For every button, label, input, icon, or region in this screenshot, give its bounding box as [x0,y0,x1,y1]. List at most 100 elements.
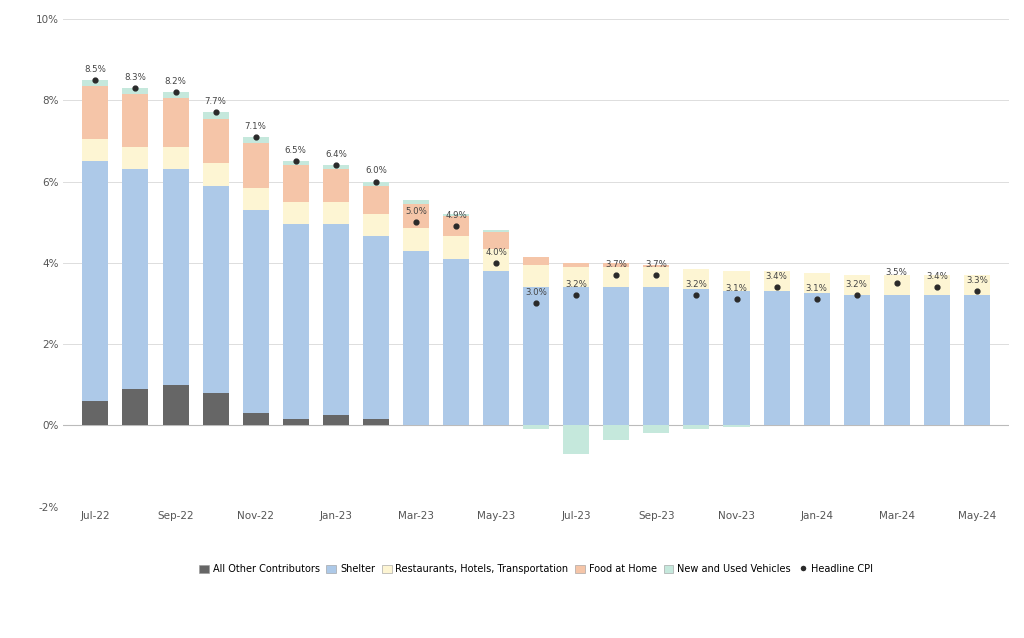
Bar [283,165,309,202]
Bar [243,413,268,426]
Point [648,270,665,280]
Bar [163,147,188,169]
Bar [283,161,309,165]
Bar [563,267,589,287]
Bar [203,163,228,186]
Bar [362,214,389,236]
Bar [523,265,549,287]
Bar [523,287,549,426]
Point [368,177,384,187]
Text: 3.2%: 3.2% [685,280,708,289]
Text: 3.2%: 3.2% [846,280,867,289]
Text: 5.0%: 5.0% [406,207,427,216]
Point [929,282,945,292]
Bar [483,271,509,426]
Bar [443,259,469,426]
Bar [603,263,630,267]
Bar [402,251,429,426]
Point [127,83,143,93]
Bar [603,426,630,440]
Bar [643,426,670,433]
Text: 6.4%: 6.4% [325,150,347,159]
Bar [924,295,950,426]
Text: 3.0%: 3.0% [525,288,547,297]
Point [969,286,985,296]
Bar [323,224,349,415]
Bar [243,137,268,143]
Bar [603,287,630,426]
Bar [964,295,990,426]
Bar [643,267,670,287]
Bar [643,287,670,426]
Text: 3.1%: 3.1% [726,285,748,293]
Point [608,270,625,280]
Bar [82,161,109,401]
Point [248,131,264,142]
Text: 3.4%: 3.4% [926,272,948,281]
Bar [643,265,670,267]
Bar [804,273,829,293]
Point [728,294,744,304]
Text: 8.2%: 8.2% [165,77,186,86]
Bar [844,295,869,426]
Bar [123,147,148,169]
Bar [483,230,509,232]
Point [288,156,304,167]
Bar [283,419,309,426]
Bar [402,200,429,204]
Bar [443,214,469,216]
Bar [563,426,589,454]
Bar [563,263,589,267]
Point [849,290,865,300]
Bar [683,289,710,426]
Text: 8.3%: 8.3% [125,73,146,82]
Bar [82,139,109,161]
Point [809,294,825,304]
Text: 3.4%: 3.4% [766,272,787,281]
Bar [123,389,148,426]
Bar [123,94,148,147]
Bar [402,204,429,228]
Bar [402,228,429,251]
Bar [362,186,389,214]
Bar [123,88,148,94]
Bar [323,415,349,426]
Text: 4.0%: 4.0% [485,248,507,256]
Bar [764,291,790,426]
Bar [603,267,630,287]
Point [688,290,705,300]
Text: 3.5%: 3.5% [886,268,907,277]
Point [408,217,424,227]
Point [889,278,905,288]
Bar [163,169,188,385]
Text: 6.0%: 6.0% [365,167,387,175]
Bar [443,216,469,236]
Bar [683,426,710,429]
Bar [283,224,309,419]
Legend: All Other Contributors, Shelter, Restaurants, Hotels, Transportation, Food at Ho: All Other Contributors, Shelter, Restaur… [195,560,878,578]
Text: 7.7%: 7.7% [205,98,226,107]
Bar [764,271,790,291]
Point [167,87,183,97]
Bar [724,426,750,427]
Bar [82,401,109,426]
Bar [203,393,228,426]
Text: 3.1%: 3.1% [806,285,827,293]
Bar [523,426,549,429]
Bar [884,275,910,295]
Bar [243,143,268,188]
Text: 3.2%: 3.2% [565,280,587,289]
Bar [283,202,309,224]
Point [328,160,344,170]
Point [447,221,464,232]
Bar [724,291,750,426]
Text: 6.5%: 6.5% [285,146,306,155]
Bar [884,295,910,426]
Bar [724,271,750,291]
Point [208,107,224,117]
Bar [163,385,188,426]
Text: 4.9%: 4.9% [445,211,467,220]
Point [87,75,103,85]
Bar [243,188,268,210]
Bar [323,169,349,202]
